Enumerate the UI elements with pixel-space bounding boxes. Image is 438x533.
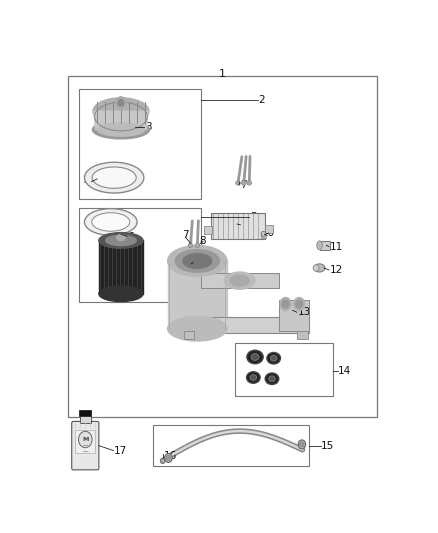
Ellipse shape [300,442,304,447]
Text: 7: 7 [240,180,247,190]
Ellipse shape [313,265,319,271]
Ellipse shape [117,235,125,240]
Bar [204,226,212,235]
Ellipse shape [248,182,251,184]
Bar [265,225,273,233]
Ellipse shape [189,244,192,247]
Ellipse shape [85,162,144,193]
Ellipse shape [237,182,240,184]
Ellipse shape [242,181,246,185]
Ellipse shape [298,440,306,449]
Bar [79,410,92,416]
Ellipse shape [247,372,260,383]
Text: 1: 1 [219,69,226,79]
Bar [279,300,309,330]
Ellipse shape [106,235,136,246]
Text: ━━━: ━━━ [82,445,88,448]
Polygon shape [94,111,148,130]
Ellipse shape [267,352,280,364]
Bar [184,330,194,339]
Text: 17: 17 [114,446,127,456]
Ellipse shape [247,350,263,364]
Ellipse shape [251,353,259,360]
Text: 10: 10 [262,228,275,238]
Bar [68,76,377,417]
Ellipse shape [191,260,195,264]
Text: 10: 10 [177,259,191,269]
Ellipse shape [270,356,277,361]
Bar [261,233,266,238]
Text: 11: 11 [330,241,343,252]
FancyBboxPatch shape [72,422,99,470]
Ellipse shape [85,208,137,235]
Text: 2: 2 [258,95,265,104]
Ellipse shape [92,120,149,139]
Text: 3: 3 [145,122,152,132]
Ellipse shape [224,272,255,289]
Text: 15: 15 [321,441,335,450]
Text: 7: 7 [182,230,189,240]
Ellipse shape [166,455,171,461]
Ellipse shape [165,454,172,463]
Text: 14: 14 [338,366,351,376]
Text: 4: 4 [84,177,90,187]
Bar [168,261,227,329]
Bar [211,213,265,239]
Bar [99,240,143,294]
Bar [153,425,309,466]
Text: ━━━: ━━━ [82,450,88,454]
Circle shape [118,100,124,106]
Text: 13: 13 [297,307,311,317]
Bar [297,330,307,339]
Ellipse shape [265,373,279,384]
Text: 6: 6 [128,232,134,242]
Ellipse shape [195,244,199,247]
Ellipse shape [92,213,130,231]
Circle shape [78,431,92,448]
Text: 9: 9 [230,219,237,229]
Bar [235,343,333,397]
Ellipse shape [261,231,266,236]
Text: 12: 12 [330,265,343,275]
Ellipse shape [247,181,251,185]
Ellipse shape [268,376,276,382]
Ellipse shape [294,297,304,311]
Bar [80,416,91,423]
Ellipse shape [175,249,219,272]
Ellipse shape [243,182,245,184]
Ellipse shape [230,275,249,286]
Bar [75,430,95,453]
Ellipse shape [183,254,212,268]
Bar [320,241,330,250]
Text: 16: 16 [163,451,177,461]
Ellipse shape [317,241,322,250]
Circle shape [116,97,126,109]
Ellipse shape [168,246,227,276]
Ellipse shape [168,317,227,341]
Ellipse shape [97,123,145,136]
Ellipse shape [99,232,143,248]
Ellipse shape [314,264,325,272]
Ellipse shape [196,244,199,247]
Bar [78,207,201,302]
Ellipse shape [93,98,149,125]
Ellipse shape [160,458,165,464]
Text: M: M [82,437,88,442]
Ellipse shape [92,167,136,188]
Ellipse shape [250,375,257,381]
Bar [201,273,279,288]
Ellipse shape [296,300,303,308]
Ellipse shape [280,297,291,311]
Ellipse shape [188,244,193,247]
Bar [184,317,309,333]
Ellipse shape [236,181,240,185]
Bar [78,88,201,199]
Ellipse shape [282,300,289,308]
Text: 8: 8 [199,236,206,246]
Ellipse shape [99,286,143,302]
Text: 5: 5 [250,212,257,222]
